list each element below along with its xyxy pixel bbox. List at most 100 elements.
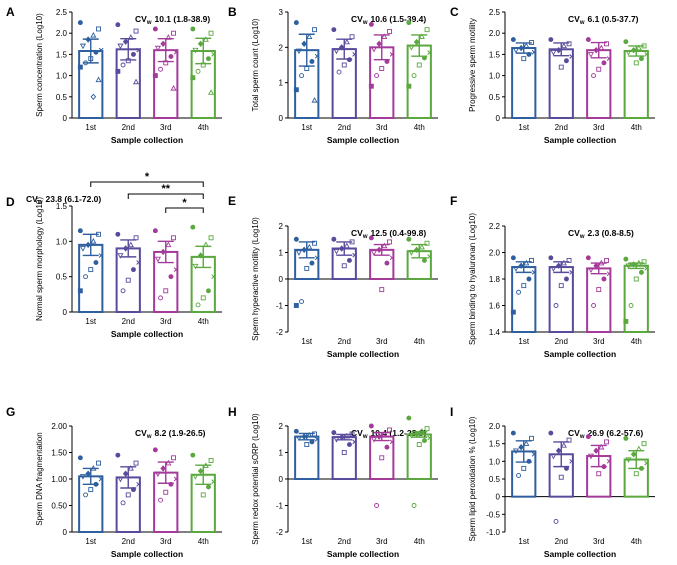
cv-subscript: w	[579, 234, 585, 240]
data-point	[168, 274, 174, 280]
data-point	[343, 242, 350, 249]
bar	[548, 48, 574, 120]
data-point	[416, 62, 422, 68]
data-point	[304, 442, 310, 447]
data-point	[88, 56, 94, 62]
data-point	[564, 58, 569, 64]
data-point	[389, 255, 395, 261]
x-tick-label: 3rd	[593, 123, 605, 132]
y-tick-label: 2.00	[51, 422, 67, 431]
x-tick-label: 3rd	[376, 123, 388, 132]
data-point	[512, 47, 520, 54]
x-tick-label: 1st	[301, 123, 312, 132]
data-point	[510, 255, 516, 261]
data-point	[312, 431, 317, 437]
x-tick-label: 4th	[631, 123, 642, 132]
data-point	[591, 303, 596, 308]
x-tick-label: 2nd	[555, 123, 568, 132]
data-point	[518, 44, 524, 52]
data-point	[160, 465, 166, 472]
x-tick-label: 2nd	[555, 537, 568, 546]
y-tick-label: 0.5	[56, 273, 68, 282]
data-point	[90, 93, 97, 100]
panel-a: A CVw 10.1 (1.8-38.9) 0 0.5 1.0 1.5 2.0 2.5 Sperm…	[6, 5, 222, 145]
cv-label: CV	[568, 228, 580, 238]
data-point	[558, 64, 564, 70]
data-point	[531, 49, 537, 55]
data-point	[192, 263, 199, 270]
data-point	[301, 246, 307, 254]
data-point	[120, 62, 126, 68]
data-point	[93, 260, 99, 265]
data-point	[389, 439, 395, 445]
data-point	[630, 261, 637, 268]
data-point	[418, 33, 425, 39]
y-tick-label: 2.5	[56, 8, 68, 17]
data-point	[197, 467, 204, 475]
cv-label: CV	[351, 228, 363, 238]
data-point	[88, 487, 94, 493]
data-point	[190, 75, 196, 81]
data-point	[311, 96, 318, 103]
data-point	[205, 484, 211, 490]
data-point	[593, 262, 599, 269]
data-point	[77, 20, 83, 26]
x-axis-label: Sample collection	[544, 135, 616, 145]
y-tick-label: 2.0	[489, 29, 501, 38]
x-tick-label: 1st	[301, 337, 312, 346]
data-point	[197, 40, 204, 47]
data-point	[117, 476, 124, 483]
data-point	[368, 21, 374, 27]
panel-letter: G	[6, 405, 15, 419]
data-point	[195, 302, 201, 308]
data-point	[560, 259, 567, 266]
data-point	[625, 457, 632, 463]
data-point	[604, 439, 609, 445]
data-point	[333, 48, 340, 55]
bar	[511, 47, 537, 119]
data-point	[548, 430, 554, 436]
data-point	[639, 56, 644, 62]
data-point	[165, 459, 172, 466]
data-point	[526, 51, 532, 57]
data-point	[304, 66, 310, 71]
data-point	[352, 52, 358, 57]
data-point	[387, 28, 392, 34]
data-point	[548, 37, 554, 43]
panel-c: C CVw 6.1 (0.5-37.7) 0 0.5 1.0 1.5 2.0 2.5 Progre…	[450, 5, 655, 145]
data-point	[424, 27, 430, 33]
data-point	[200, 492, 206, 498]
data-point	[606, 56, 612, 61]
data-point	[133, 460, 139, 466]
data-point	[381, 242, 388, 249]
data-point	[516, 473, 521, 478]
data-point	[331, 27, 337, 33]
cv-subscript: w	[146, 434, 152, 440]
data-point	[408, 250, 415, 256]
data-point	[299, 73, 304, 79]
data-point	[314, 436, 320, 442]
data-point	[550, 266, 557, 272]
data-point	[641, 259, 647, 265]
bar	[406, 433, 432, 481]
data-point	[368, 83, 374, 89]
data-point	[427, 50, 433, 55]
x-tick-label: 3rd	[376, 337, 388, 346]
data-point	[190, 224, 196, 230]
data-point	[641, 43, 647, 49]
x-tick-label: 3rd	[160, 123, 172, 132]
data-point	[384, 260, 390, 266]
data-point	[152, 447, 158, 453]
data-point	[560, 42, 567, 49]
x-tick-label: 1st	[85, 537, 96, 546]
data-point	[596, 287, 602, 293]
data-point	[293, 20, 299, 26]
significance-label: **	[161, 183, 170, 195]
x-tick-label: 3rd	[593, 537, 605, 546]
panel-letter: F	[450, 194, 457, 208]
data-point	[96, 231, 102, 237]
y-tick-label: -2	[276, 328, 284, 337]
cv-value: 8.2 (1.9-26.5)	[154, 428, 205, 438]
data-point	[376, 246, 382, 254]
data-point	[384, 59, 390, 64]
